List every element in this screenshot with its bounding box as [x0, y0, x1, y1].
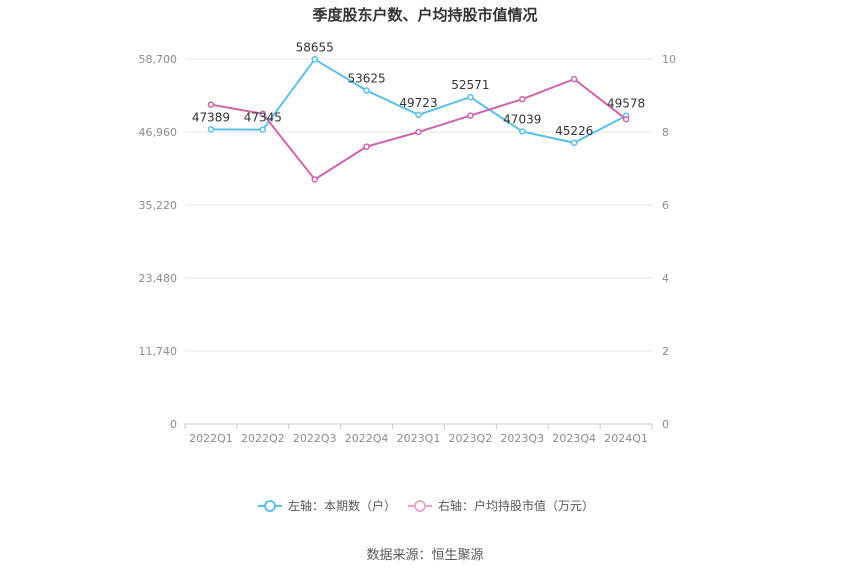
x-tick-label: 2022Q1 — [189, 432, 233, 445]
y-left-tick-label: 23,480 — [139, 272, 178, 285]
series-point-1[interactable] — [467, 93, 474, 101]
legend-item-left[interactable]: 左轴：本期数（户） — [258, 498, 396, 513]
series-point-2[interactable] — [467, 112, 474, 119]
x-tick-label: 2023Q3 — [500, 432, 544, 445]
y-left-tick-label: 46,960 — [139, 126, 178, 139]
series-point-2[interactable] — [259, 110, 267, 117]
series-point-1[interactable] — [415, 111, 422, 119]
series-point-1[interactable] — [207, 126, 215, 133]
data-label: 47345 — [244, 111, 282, 125]
data-label: 45226 — [555, 124, 593, 138]
series-point-2[interactable] — [207, 101, 215, 108]
axes: 0 11,740 23,480 35,220 46,960 58,700 0 2 4 6 8 10 20… — [139, 53, 677, 445]
series-point-1[interactable] — [519, 128, 526, 135]
series-point-2[interactable] — [622, 115, 630, 123]
series-point-1[interactable] — [570, 139, 578, 147]
x-tick-label: 2022Q2 — [241, 432, 285, 445]
x-tick-label: 2022Q4 — [345, 432, 389, 445]
data-label: 58655 — [296, 40, 334, 54]
y-right-tick-label: 6 — [662, 199, 669, 212]
y-left-tick-label: 35,220 — [139, 199, 178, 212]
data-label: 47039 — [503, 113, 541, 127]
series-point-2[interactable] — [363, 143, 370, 150]
y-right-tick-label: 4 — [662, 272, 669, 285]
y-right-tick-label: 0 — [662, 418, 669, 431]
x-tick-label: 2023Q4 — [552, 432, 596, 445]
y-left-tick-label: 11,740 — [139, 345, 178, 358]
data-label: 49578 — [607, 97, 645, 111]
data-label: 53625 — [348, 72, 386, 86]
data-label: 49723 — [399, 96, 437, 110]
data-label: 52571 — [451, 78, 489, 92]
legend-item-right[interactable]: 右轴：户均持股市值（万元） — [408, 498, 594, 513]
x-tick-label: 2024Q1 — [604, 432, 648, 445]
legend-label-left: 左轴：本期数（户） — [288, 498, 396, 513]
legend-marker-right — [414, 500, 426, 512]
chart-title: 季度股东户数、户均持股市值情况 — [312, 6, 537, 24]
y-left-tick-label: 58,700 — [139, 53, 178, 66]
y-right-tick-label: 2 — [662, 345, 669, 358]
x-tick-label: 2022Q3 — [293, 432, 337, 445]
y-right-tick-label: 10 — [662, 53, 676, 66]
x-tick-label: 2023Q1 — [397, 432, 441, 445]
legend-marker-left — [264, 500, 276, 512]
series-point-1[interactable] — [311, 56, 318, 63]
series-layer — [207, 56, 630, 183]
y-right-tick-label: 8 — [662, 126, 669, 139]
series-point-2[interactable] — [311, 176, 318, 183]
x-tick-label: 2023Q2 — [449, 432, 493, 445]
y-left-tick-label: 0 — [170, 418, 177, 431]
series-point-1[interactable] — [259, 126, 267, 133]
series-point-2[interactable] — [415, 128, 422, 136]
series-point-2[interactable] — [570, 75, 578, 83]
source-note: 数据来源：恒生聚源 — [366, 548, 483, 563]
legend: 左轴：本期数（户） 右轴：户均持股市值（万元） — [258, 498, 594, 513]
series-point-2[interactable] — [519, 95, 526, 103]
series-point-1[interactable] — [363, 87, 370, 94]
data-labels: 47389 47345 58655 53625 49723 52571 47039 45226… — [192, 40, 645, 138]
data-label: 47389 — [192, 110, 230, 124]
legend-label-right: 右轴：户均持股市值（万元） — [438, 498, 594, 513]
